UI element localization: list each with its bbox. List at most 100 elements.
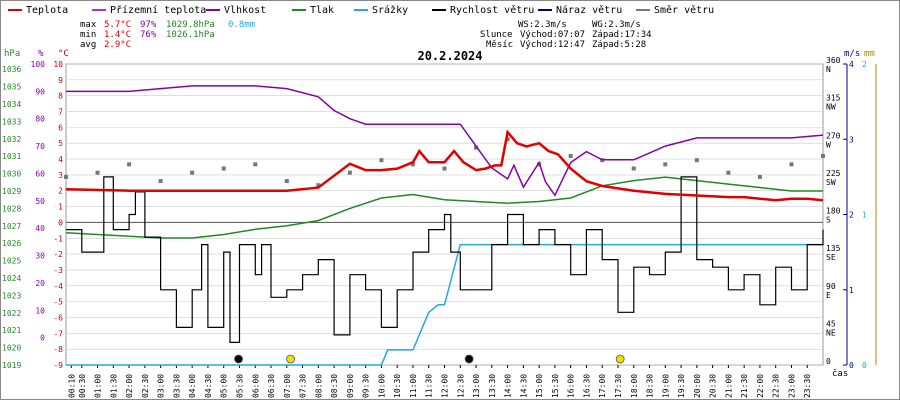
hpa-tick-8: 1028	[2, 204, 21, 213]
x-tick-40: 20:00	[693, 374, 702, 398]
moonset-marker	[234, 354, 243, 364]
dir-point-11	[410, 162, 415, 167]
c-tick-18: -8	[53, 345, 63, 354]
info-sun-label: Slunce	[480, 30, 513, 40]
stats-min-press: 1026.1hPa	[166, 30, 215, 40]
stats-avg-temp: 2.9°C	[104, 40, 131, 50]
x-tick-45: 22:30	[772, 374, 781, 398]
x-tick-16: 08:00	[314, 374, 323, 398]
hpa-tick-10: 1026	[2, 239, 21, 248]
stats-max-label: max	[80, 20, 97, 30]
x-tick-27: 13:30	[488, 374, 497, 398]
axis-unit-hpa: hPa	[4, 49, 20, 59]
legend: Teplota Přízemní teplota Vlhkost Tlak Sr…	[8, 4, 714, 16]
series-layer	[64, 85, 825, 366]
x-tick-19: 09:30	[362, 374, 371, 398]
x-tick-43: 21:30	[740, 374, 749, 398]
x-tick-6: 03:00	[157, 374, 166, 398]
x-tick-20: 10:00	[377, 374, 386, 398]
dir-point-16	[568, 153, 573, 158]
stats-max-temp: 5.7°C	[104, 20, 131, 30]
c-tick-2: 8	[58, 92, 63, 101]
x-tick-15: 07:30	[299, 374, 308, 398]
series-wind-speed	[66, 176, 824, 343]
x-tick-2: 01:00	[94, 374, 103, 398]
c-tick-0: 10	[53, 60, 63, 69]
x-tick-34: 17:00	[598, 374, 607, 398]
dir-point-7	[284, 179, 289, 184]
dir-tick-deg-2: 270	[826, 131, 841, 140]
x-tick-33: 16:30	[582, 374, 591, 398]
dir-tick-deg-5: 135	[826, 244, 841, 253]
x-tick-30: 15:00	[535, 374, 544, 398]
c-tick-11: -1	[53, 234, 63, 243]
stats-avg-label: avg	[80, 40, 96, 50]
x-tick-47: 23:30	[803, 374, 812, 398]
axis-unit-pct: %	[38, 49, 44, 59]
dir-point-2	[127, 162, 132, 167]
x-tick-38: 19:00	[661, 374, 670, 398]
dir-tick-deg-7: 45	[826, 319, 836, 328]
axis-unit-ms: m/s	[844, 49, 860, 59]
axis-unit-c: °C	[58, 49, 69, 59]
info-sunrise: Východ:07:07	[520, 30, 585, 40]
stats-min-temp: 1.4°C	[104, 30, 131, 40]
x-tick-22: 11:00	[409, 374, 418, 398]
dir-point-20	[694, 158, 699, 163]
hpa-tick-6: 1030	[2, 170, 21, 179]
hpa-tick-3: 1033	[2, 117, 21, 126]
c-tick-13: -3	[53, 266, 63, 275]
c-tick-19: -9	[53, 361, 63, 370]
c-tick-4: 6	[58, 123, 63, 132]
pct-tick-2: 80	[35, 115, 45, 124]
c-tick-8: 2	[58, 187, 63, 196]
pct-tick-3: 70	[35, 142, 45, 151]
stats-block: max min avg 5.7°C 1.4°C 2.9°C 97% 76% 10…	[80, 20, 255, 50]
pct-tick-10: 0	[40, 334, 45, 343]
c-tick-17: -7	[53, 329, 63, 338]
pct-tick-0: 100	[31, 60, 46, 69]
series-rain	[66, 243, 823, 366]
info-moonrise: Východ:12:47	[520, 40, 585, 50]
x-tick-1: 00:30	[78, 374, 87, 398]
dir-point-0	[64, 174, 68, 179]
hpa-tick-12: 1024	[2, 274, 21, 283]
series-temperature	[65, 129, 824, 202]
x-tick-28: 14:00	[504, 374, 513, 398]
dir-tick-deg-3: 225	[826, 169, 841, 178]
c-tick-5: 5	[58, 139, 63, 148]
axis-unit-mm: mm	[864, 49, 875, 59]
hpa-tick-15: 1021	[2, 326, 21, 335]
x-tick-46: 23:00	[787, 374, 796, 398]
pct-tick-6: 40	[35, 224, 45, 233]
x-tick-5: 02:30	[141, 374, 150, 398]
moonrise-marker	[464, 354, 474, 364]
x-tick-29: 14:30	[519, 374, 528, 398]
dir-tick-label-5: SE	[826, 253, 836, 262]
x-tick-14: 07:00	[283, 374, 292, 398]
x-tick-8: 04:00	[188, 374, 197, 398]
sunset-marker	[615, 354, 625, 364]
legend-label-7: Směr větru	[654, 4, 714, 16]
ms-tick-2: 2	[849, 211, 854, 220]
x-tick-31: 15:30	[551, 374, 560, 398]
legend-label-4: Srážky	[372, 4, 408, 16]
info-ws: WS:2.3m/s	[518, 20, 567, 30]
x-tick-44: 22:00	[756, 374, 765, 398]
series-humidity	[66, 85, 824, 197]
hpa-tick-1: 1035	[2, 83, 21, 92]
c-tick-1: 9	[58, 76, 63, 85]
axis-unit-time: čas	[832, 368, 848, 379]
pct-tick-7: 30	[35, 252, 45, 261]
c-tick-7: 3	[58, 171, 63, 180]
c-tick-10: 0	[58, 218, 63, 227]
hpa-tick-5: 1031	[2, 152, 21, 161]
info-moon-label: Měsíc	[486, 40, 513, 50]
c-tick-14: -4	[53, 282, 63, 291]
hpa-tick-4: 1032	[2, 135, 21, 144]
x-tick-7: 03:30	[172, 374, 181, 398]
dir-point-13	[474, 145, 479, 150]
dir-point-19	[663, 162, 668, 167]
x-tick-17: 08:30	[330, 374, 339, 398]
